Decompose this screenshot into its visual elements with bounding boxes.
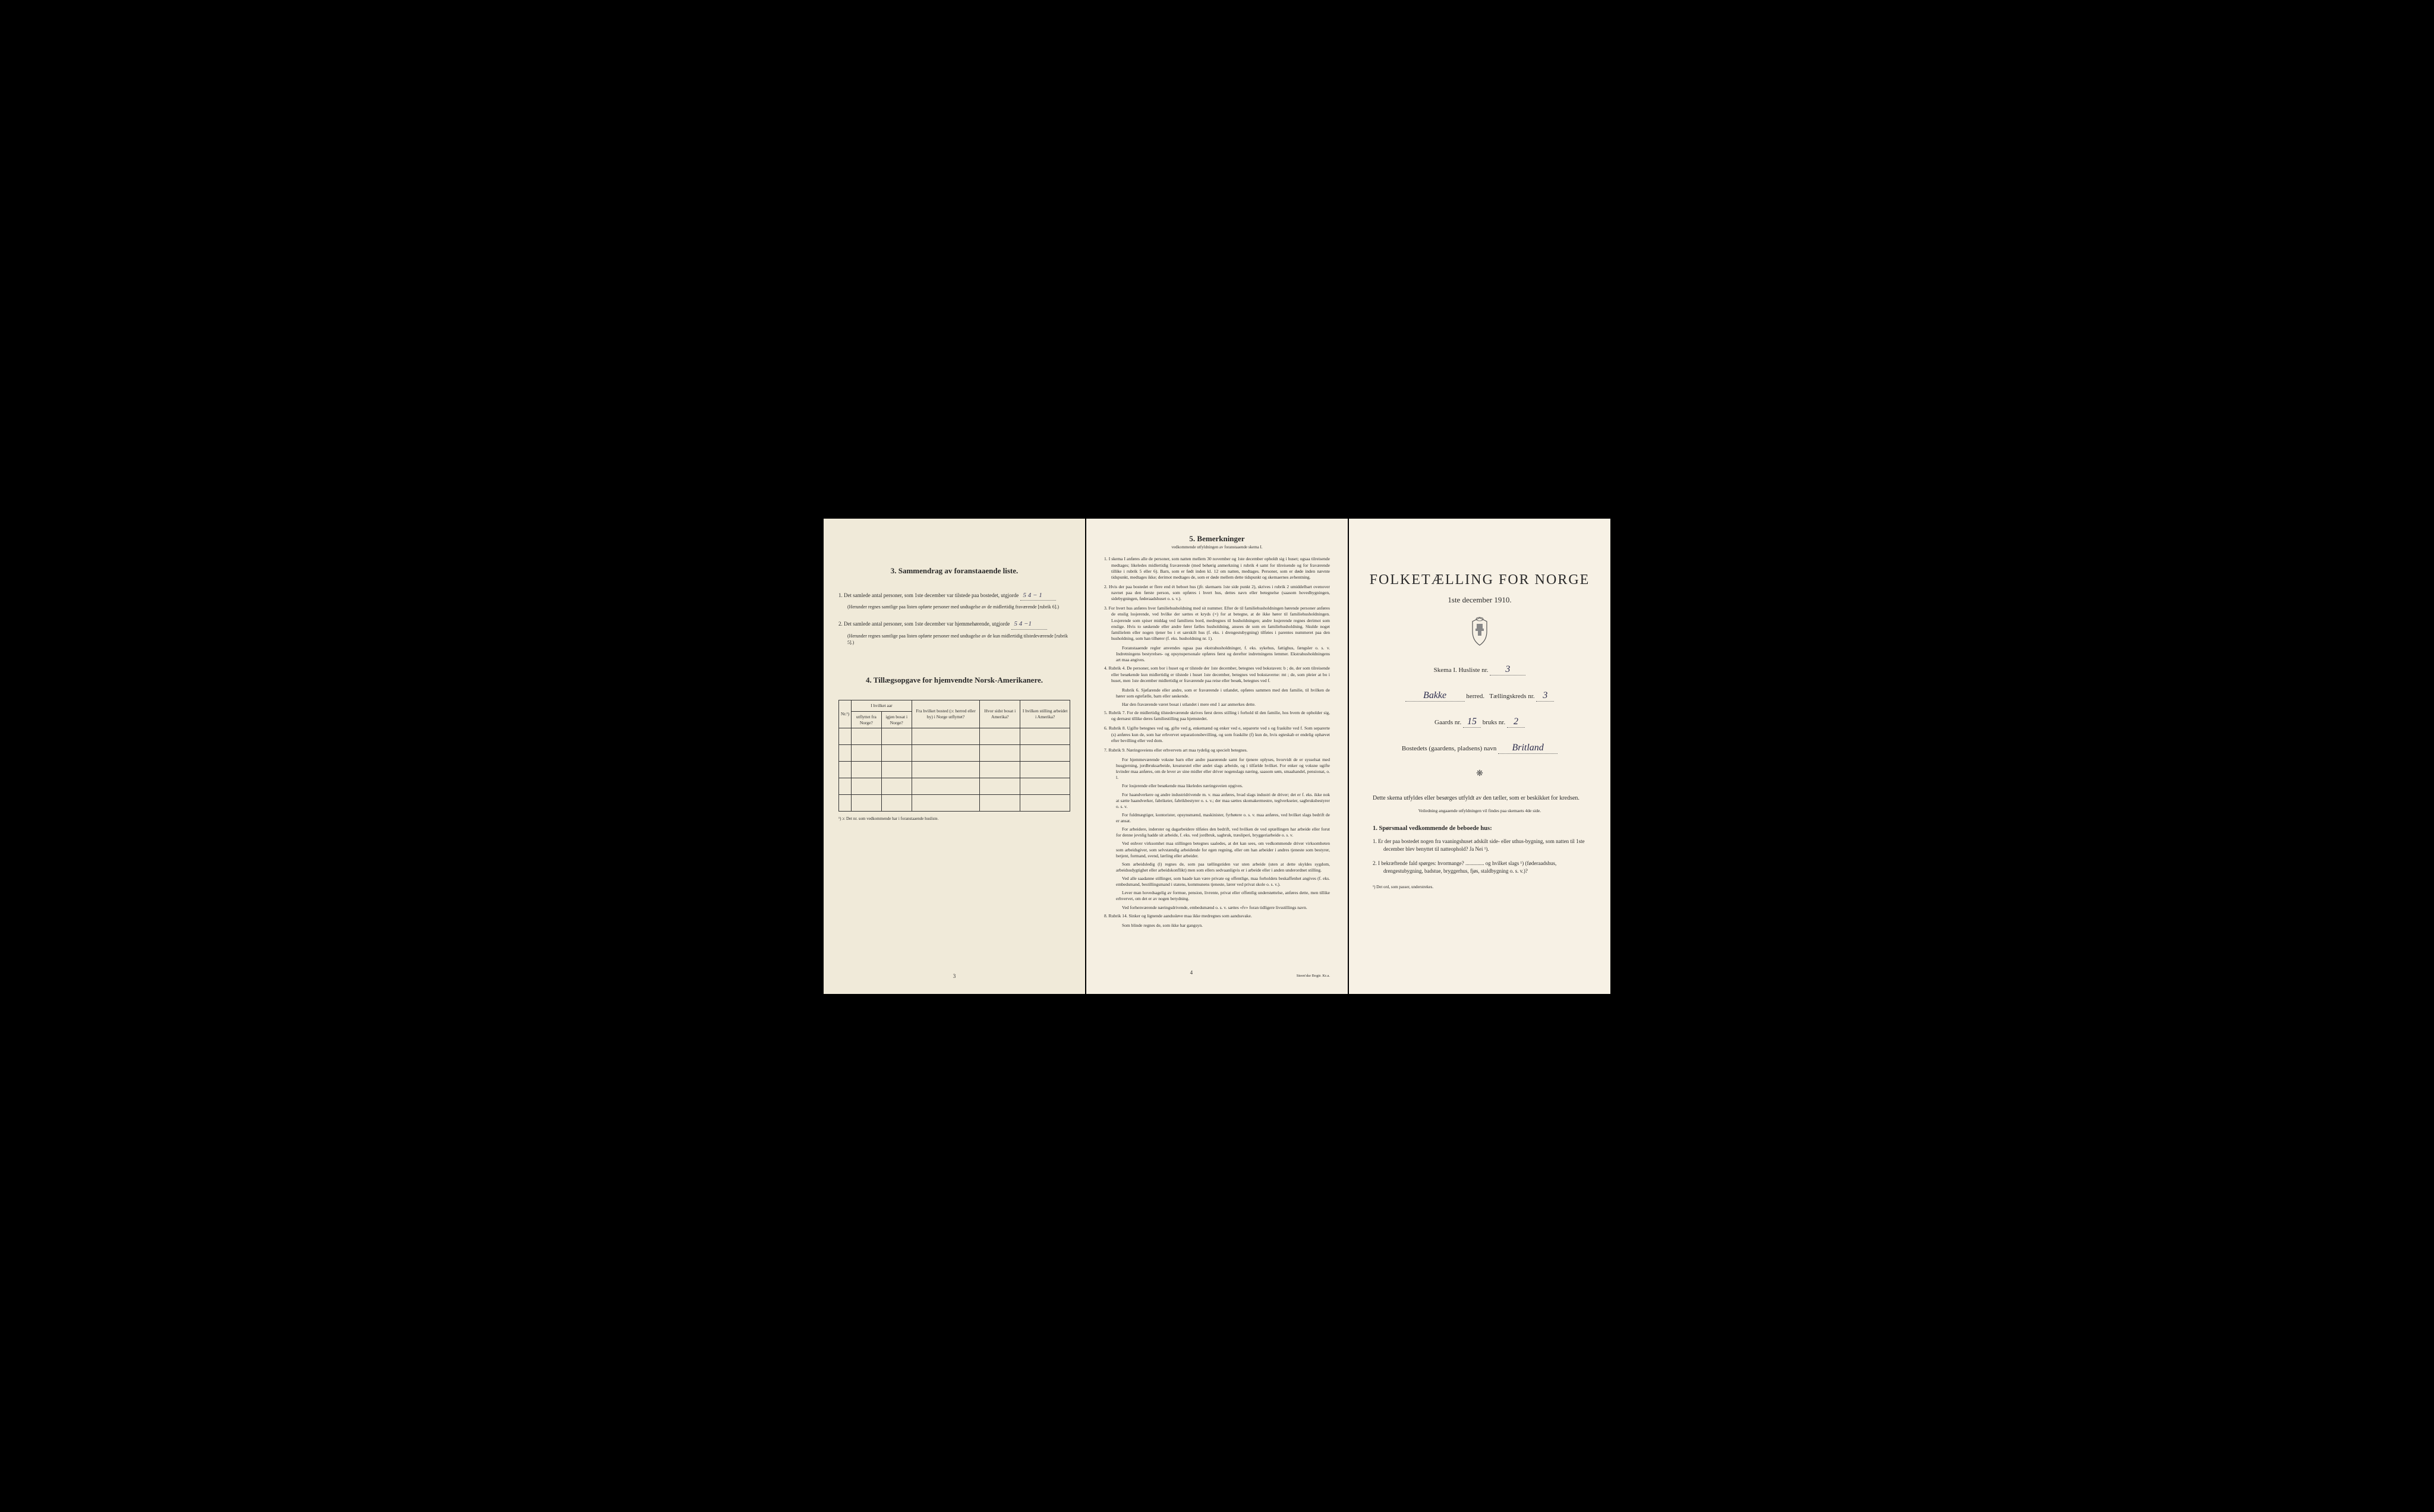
item2-note: (Herunder regnes samtlige paa listen opf… [847, 633, 1070, 646]
gaards-label: Gaards nr. [1434, 719, 1461, 726]
table-row [839, 778, 1070, 795]
herred-value: Bakke [1405, 690, 1465, 702]
table-row [839, 795, 1070, 812]
instruction-4-sub2: Har den fraværende været bosat i utlande… [1104, 702, 1330, 708]
section-4: 4. Tillægsopgave for hjemvendte Norsk-Am… [838, 675, 1070, 821]
table-row [839, 728, 1070, 745]
item7-para-8: Lever man hovedsagelig av formue, pensio… [1104, 890, 1330, 902]
th-from: Fra hvilket bosted (ɔ: herred eller by) … [912, 700, 979, 728]
item7-para-4: For arbeidere, inderster og dagarbeidere… [1104, 826, 1330, 838]
table-container: Nr.¹) I hvilket aar Fra hvilket bosted (… [838, 700, 1070, 821]
item1-value: 5 4 − 1 [1020, 591, 1056, 601]
instruction-7: 7. Rubrik 9. Næringsveiens eller erhverv… [1104, 747, 1330, 753]
gaards-line: Gaards nr. 15 bruks nr. 2 [1364, 716, 1596, 728]
bosted-value: Britland [1498, 743, 1557, 754]
section-3: 3. Sammendrag av foranstaaende liste. 1.… [838, 566, 1070, 646]
section3-title: 3. Sammendrag av foranstaaende liste. [838, 566, 1070, 576]
section4-title: 4. Tillægsopgave for hjemvendte Norsk-Am… [838, 675, 1070, 685]
instruction-8: 8. Rubrik 14. Sinker og lignende aandssl… [1104, 913, 1330, 919]
instruction-4-sub1: Rubrik 6. Sjøfarende eller andre, som er… [1104, 687, 1330, 699]
table-row [839, 745, 1070, 762]
kreds-label: Tællingskreds nr. [1489, 693, 1534, 700]
item7-para-2: For haandverkere og andre industridriven… [1104, 792, 1330, 810]
th-nr: Nr.¹) [839, 700, 852, 728]
page-num-text: 4 [1190, 970, 1193, 976]
instruction-1: 1. I skema I anføres alle de personer, s… [1104, 556, 1330, 580]
page-right: FOLKETÆLLING FOR NORGE 1ste december 191… [1349, 519, 1610, 994]
item7-para-6: Som arbeidsledig (l) regnes de, som paa … [1104, 861, 1330, 873]
instructions-2: Veiledning angaaende utfyldningen vil fi… [1364, 808, 1596, 813]
section4-footnote: ¹) ɔ: Det nr. som vedkommende har i fora… [838, 816, 1070, 821]
item7-para-1: For losjerende eller besøkende maa likel… [1104, 783, 1330, 789]
item7-para-7: Ved alle saadanne stillinger, som baade … [1104, 876, 1330, 888]
instruction-3: 3. For hvert hus anføres hver familiehus… [1104, 605, 1330, 642]
questions-section: 1. Spørsmaal vedkommende de beboede hus:… [1364, 825, 1596, 876]
item7-para-0: For hjemmeværende voksne barn eller andr… [1104, 757, 1330, 781]
th-emigrated: utflyttet fra Norge? [852, 711, 881, 728]
item1-text: 1. Det samlede antal personer, som 1ste … [838, 592, 1019, 598]
page-number-3: 3 [824, 973, 1085, 979]
q1-text: 1. Er der paa bostedet nogen fra vaaning… [1373, 838, 1585, 853]
th-year: I hvilket aar [852, 700, 912, 712]
item7-para-3: For fuldmægtiger, kontorister, opsynsmæn… [1104, 812, 1330, 824]
instruction-2: 2. Hvis der paa bostedet er flere end ét… [1104, 584, 1330, 602]
herred-line: Bakke herred. Tællingskreds nr. 3 [1364, 690, 1596, 702]
main-title: FOLKETÆLLING FOR NORGE [1364, 572, 1596, 588]
herred-label: herred. [1466, 693, 1484, 700]
decoration-icon: ❋ [1364, 769, 1596, 779]
instruction-5: 5. Rubrik 7. For de midlertidig tilstede… [1104, 710, 1330, 722]
question-2: 2. I bekræftende fald spørges: hvormange… [1373, 860, 1587, 876]
item7-para-9: Ved forhenværende næringsdrivende, embed… [1104, 905, 1330, 911]
bruks-value: 2 [1507, 716, 1525, 728]
instruction-3-sub: Foranstaaende regler anvendes ogsaa paa … [1104, 645, 1330, 663]
bosted-label: Bostedets (gaardens, pladsens) navn [1402, 745, 1496, 752]
gaards-value: 15 [1463, 716, 1481, 728]
subtitle: 1ste december 1910. [1364, 595, 1596, 605]
section3-item2: 2. Det samlede antal personer, som 1ste … [838, 619, 1070, 646]
page-number-4: 4 Steen'ske Bogtr. Kr.a. [1086, 969, 1348, 979]
question-1: 1. Er der paa bostedet nogen fra vaaning… [1373, 838, 1587, 854]
emigrant-table: Nr.¹) I hvilket aar Fra hvilket bosted (… [838, 700, 1070, 812]
instructions-1: Dette skema utfyldes eller besørges utfy… [1364, 794, 1596, 803]
section5-title: 5. Bemerkninger [1104, 534, 1330, 544]
th-returned: igjen bosat i Norge? [881, 711, 912, 728]
document-container: 3. Sammendrag av foranstaaende liste. 1.… [812, 507, 1622, 1006]
page-left: 3. Sammendrag av foranstaaende liste. 1.… [824, 519, 1085, 994]
form-skema-line: Skema I. Husliste nr. 3 [1364, 664, 1596, 675]
page-middle: 5. Bemerkninger vedkommende utfyldningen… [1086, 519, 1348, 994]
section5-subtitle: vedkommende utfyldningen av foranstaaend… [1104, 545, 1330, 550]
section3-item1: 1. Det samlede antal personer, som 1ste … [838, 591, 1070, 611]
instruction-4: 4. Rubrik 4. De personer, som bor i huse… [1104, 665, 1330, 683]
th-position: I hvilken stilling arbeidet i Amerika? [1020, 700, 1070, 728]
husliste-nr: 3 [1490, 664, 1525, 675]
question-title: 1. Spørsmaal vedkommende de beboede hus: [1373, 825, 1587, 832]
crest-icon [1468, 617, 1492, 646]
bosted-line: Bostedets (gaardens, pladsens) navn Brit… [1364, 743, 1596, 754]
item2-text: 2. Det samlede antal personer, som 1ste … [838, 621, 1010, 627]
bottom-footnote: ¹) Det ord, som passer, understrekes. [1364, 885, 1596, 889]
item7-para-5: Ved enhver virksomhet maa stillingen bet… [1104, 841, 1330, 858]
item1-note: (Herunder regnes samtlige paa listen opf… [847, 604, 1070, 610]
instruction-8-sub: Som blinde regnes de, som ikke har gangs… [1104, 923, 1330, 929]
skema-label: Skema I. Husliste nr. [1434, 667, 1489, 674]
kreds-value: 3 [1536, 690, 1554, 702]
th-where: Hvor sidst bosat i Amerika? [980, 700, 1020, 728]
table-row [839, 762, 1070, 778]
item2-value: 5 4 −1 [1011, 619, 1047, 630]
instruction-6: 6. Rubrik 8. Ugifte betegnes ved ug, gif… [1104, 725, 1330, 743]
bruks-label: bruks nr. [1483, 719, 1506, 726]
printer-note: Steen'ske Bogtr. Kr.a. [1297, 974, 1330, 979]
